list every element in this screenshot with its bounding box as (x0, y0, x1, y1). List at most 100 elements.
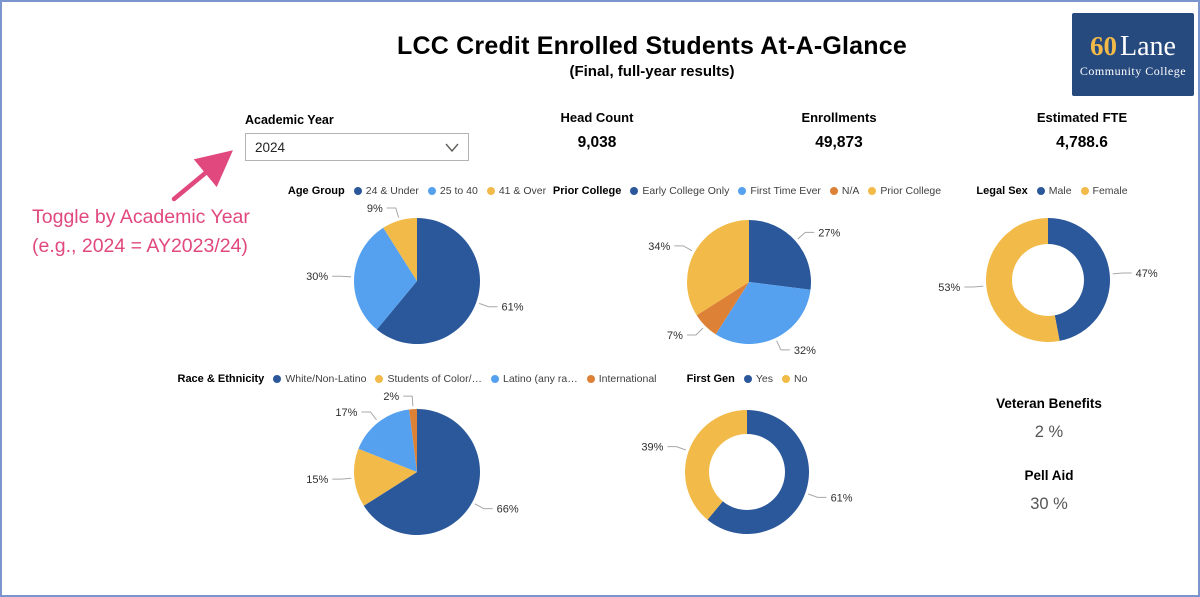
race-ethnicity-legend: Race & Ethnicity White/Non-Latino Students… (178, 370, 657, 387)
prior-college-slice-Prior College[interactable] (687, 220, 749, 316)
legend-label: No (794, 372, 808, 385)
first-gen-legend: First Gen Yes No (577, 370, 917, 387)
race-ethnicity-plot: 66% 15% 17% 2% (306, 391, 519, 535)
legend-dot-icon (490, 374, 499, 383)
label-leader-line (686, 327, 704, 336)
legend-item-2[interactable]: 41 & Over (486, 184, 547, 197)
race-ethnicity-slice-Students of Color/…[interactable] (354, 448, 417, 506)
legend-item-0[interactable]: 24 & Under (353, 184, 419, 197)
annotation-note: Toggle by Academic Year (e.g., 2024 = AY… (32, 203, 250, 261)
legal-sex-chart: Legal Sex Male Female 47% 53% (907, 182, 1197, 368)
label-leader-line (403, 395, 414, 407)
legend-dot-icon (868, 186, 877, 195)
legend-label: Early College Only (642, 184, 730, 197)
data-label: 15% (306, 474, 328, 486)
data-label: 61% (831, 492, 853, 504)
legend-label: First Time Ever (750, 184, 821, 197)
legend-label: 25 to 40 (439, 184, 478, 197)
stat-label: Veteran Benefits (996, 396, 1102, 411)
data-label: 53% (938, 282, 960, 294)
data-label: 27% (818, 227, 840, 239)
first-gen-chart: First Gen Yes No 61% 39% (577, 370, 917, 560)
age-group-plot: 61% 30% 9% (306, 203, 524, 344)
legend-item-2[interactable]: Latino (any ra… (490, 372, 578, 385)
label-leader-line (386, 207, 400, 218)
age-group-slice-24 & Under[interactable] (376, 218, 480, 344)
academic-year-dropdown[interactable]: 2024 (245, 133, 469, 161)
annotation-line1: Toggle by Academic Year (32, 206, 250, 228)
legend-item-2[interactable]: N/A (829, 184, 860, 197)
race-ethnicity-slice-International[interactable] (409, 409, 417, 472)
legend-label: Female (1092, 184, 1128, 197)
legend-dot-icon (273, 374, 282, 383)
data-label: 9% (367, 203, 383, 215)
legend-item-1[interactable]: Students of Color/… (375, 373, 482, 385)
stat-label: Pell Aid (1024, 468, 1074, 483)
kpi-label: Estimated FTE (1036, 110, 1128, 125)
prior-college-plot: 27% 32% 7% 34% (648, 220, 840, 357)
label-leader-line (797, 231, 815, 240)
donut-hole (709, 434, 785, 510)
prior-college-slice-First Time Ever[interactable] (715, 282, 811, 344)
legend-label: Latino (any ra… (502, 372, 578, 385)
data-label: 7% (667, 330, 683, 342)
legend-title: Race & Ethnicity (177, 372, 265, 385)
legend-dot-icon (427, 186, 436, 195)
race-ethnicity-chart: Race & Ethnicity White/Non-Latino Students… (178, 370, 657, 560)
legend-dot-icon (353, 186, 362, 195)
legend-label: White/Non-Latino (285, 372, 367, 385)
stat-value: 30 % (1030, 495, 1068, 513)
age-group-slice-41 & Over[interactable] (383, 218, 417, 281)
legend-item-1[interactable]: First Time Ever (738, 185, 821, 197)
kpi-value: 49,873 (815, 134, 863, 151)
kpi-value: 4,788.6 (1056, 134, 1108, 151)
legend-item-0[interactable]: White/Non-Latino (273, 373, 366, 385)
stat-pell-aid: Pell Aid 30 % (949, 468, 1149, 514)
legend-dot-icon (738, 186, 747, 195)
prior-college-legend: Prior College Early College Only First Tim… (553, 182, 941, 199)
age-group-slice-25 to 40[interactable] (354, 227, 417, 330)
legend-label: Students of Color/… (387, 372, 482, 385)
age-group-chart: Age Group 24 & Under 25 to 40 41 & Over 61% 3… (232, 182, 602, 368)
prior-college-slice-N/A[interactable] (696, 282, 749, 335)
stat-value: 2 % (1034, 423, 1064, 441)
legend-dot-icon (1036, 186, 1045, 195)
data-label: 32% (794, 345, 816, 357)
legend-title: Legal Sex (976, 184, 1028, 197)
data-label: 17% (335, 407, 357, 419)
prior-college-slice-Early College Only[interactable] (749, 220, 811, 290)
logo-name: Lane (1120, 30, 1176, 62)
label-leader-line (332, 477, 352, 480)
legend-item-3[interactable]: Prior College (868, 185, 941, 197)
first-gen-plot: 61% 39% (641, 410, 853, 534)
legend-item-0[interactable]: Male (1036, 185, 1072, 197)
annotation-line2: (e.g., 2024 = AY2023/24) (32, 235, 248, 257)
legend-item-3[interactable]: International (586, 373, 657, 385)
logo-60-years: 60 (1090, 30, 1118, 61)
legend-label: 41 & Over (498, 184, 547, 197)
data-label: 47% (1136, 268, 1158, 280)
legend-label: Yes (755, 372, 773, 385)
legend-dot-icon (375, 374, 384, 383)
kpi-value: 9,038 (577, 134, 617, 151)
race-ethnicity-slice-Latino (any ra…[interactable] (358, 409, 417, 472)
label-leader-line (674, 245, 693, 252)
race-ethnicity-slice-White/Non-Latino[interactable] (363, 409, 480, 535)
legend-dot-icon (630, 186, 639, 195)
label-leader-line (332, 275, 352, 278)
chevron-down-icon (445, 143, 459, 152)
data-label: 2% (383, 391, 399, 403)
legend-item-1[interactable]: No (782, 373, 807, 385)
label-leader-line (474, 503, 493, 510)
data-label: 61% (502, 302, 524, 314)
legend-item-0[interactable]: Early College Only (630, 185, 729, 197)
legend-item-1[interactable]: 25 to 40 (427, 184, 478, 197)
legend-label: 24 & Under (365, 184, 419, 197)
legend-item-1[interactable]: Female (1080, 184, 1128, 197)
label-leader-line (667, 446, 687, 451)
legend-dot-icon (1080, 186, 1089, 195)
legend-item-0[interactable]: Yes (743, 372, 773, 385)
legend-dot-icon (743, 374, 752, 383)
kpi-head-count: Head Count 9,038 (497, 110, 697, 152)
legend-label: N/A (841, 184, 860, 197)
